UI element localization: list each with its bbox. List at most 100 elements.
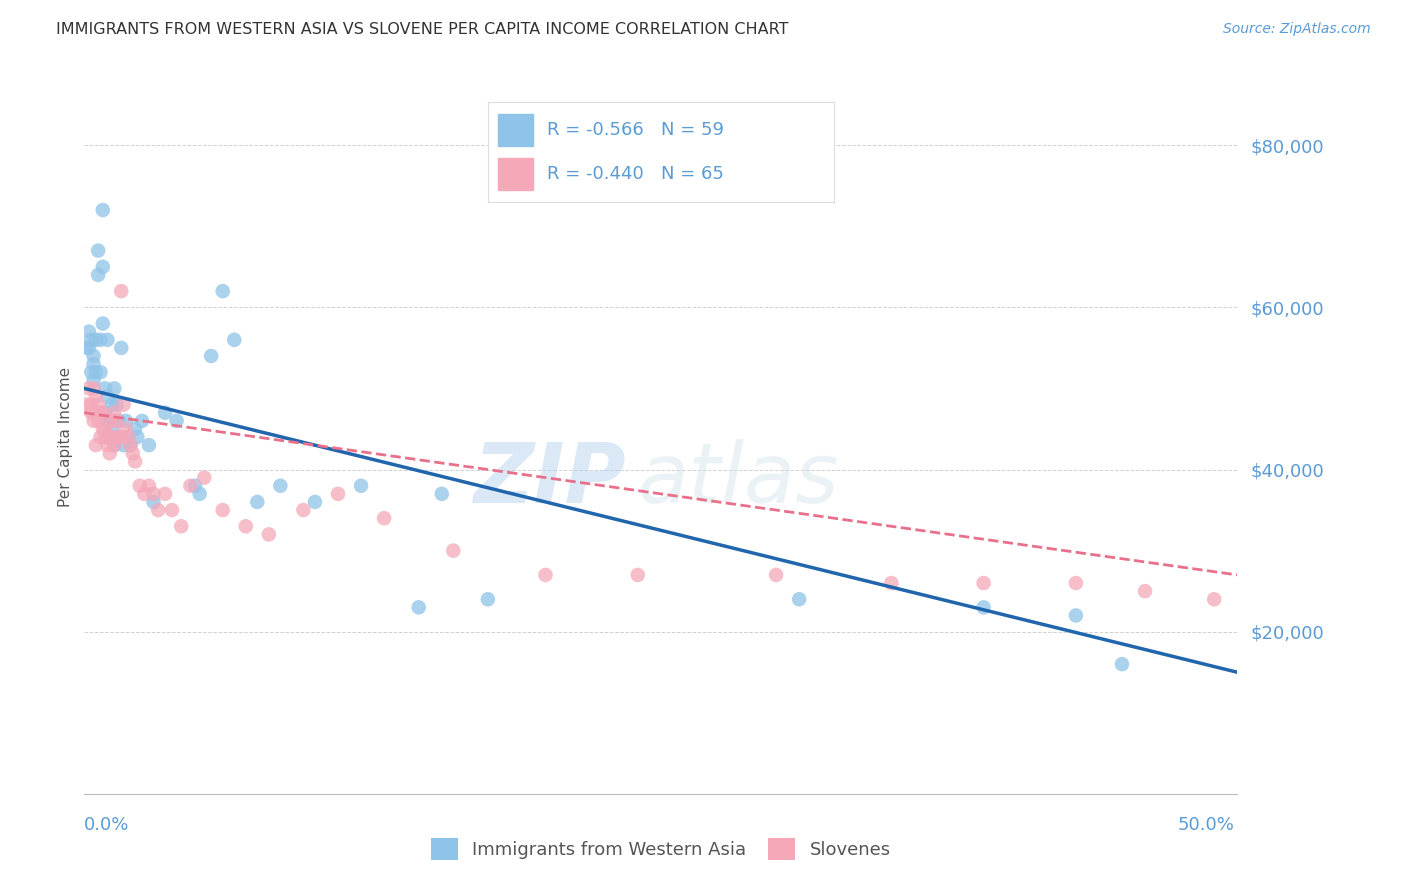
- Text: ZIP: ZIP: [474, 440, 626, 520]
- Point: [87, 268, 110, 282]
- Point: [179, 479, 201, 493]
- Point: [112, 398, 135, 412]
- Point: [103, 438, 125, 452]
- Point: [235, 519, 257, 533]
- Point: [96, 430, 118, 444]
- Point: [101, 398, 124, 412]
- Point: [89, 365, 111, 379]
- Point: [153, 487, 176, 501]
- Point: [77, 325, 100, 339]
- Point: [96, 438, 118, 452]
- Point: [477, 592, 499, 607]
- Point: [115, 414, 138, 428]
- Point: [101, 414, 124, 428]
- Point: [110, 430, 132, 444]
- Point: [224, 333, 246, 347]
- Point: [120, 438, 142, 452]
- Point: [94, 406, 117, 420]
- Point: [103, 438, 125, 452]
- Point: [170, 519, 193, 533]
- Point: [77, 381, 100, 395]
- Point: [1388, 608, 1406, 623]
- Point: [76, 398, 98, 412]
- Point: [1249, 600, 1271, 615]
- Point: [441, 543, 464, 558]
- Point: [292, 503, 315, 517]
- Point: [96, 414, 118, 428]
- Point: [120, 438, 142, 452]
- Point: [200, 349, 222, 363]
- Point: [117, 430, 139, 444]
- Point: [98, 430, 121, 444]
- Point: [91, 406, 114, 420]
- Point: [326, 487, 349, 501]
- Point: [124, 454, 146, 468]
- Point: [87, 398, 110, 412]
- Point: [128, 479, 150, 493]
- Point: [101, 430, 124, 444]
- Point: [91, 260, 114, 274]
- Point: [787, 592, 810, 607]
- Point: [246, 495, 269, 509]
- Point: [1204, 592, 1226, 607]
- Point: [142, 487, 165, 501]
- Point: [127, 430, 149, 444]
- Point: [89, 406, 111, 420]
- Point: [98, 414, 121, 428]
- Point: [627, 568, 650, 582]
- Point: [108, 414, 131, 428]
- Point: [1111, 657, 1133, 672]
- Point: [87, 414, 110, 428]
- Point: [87, 244, 110, 258]
- Point: [84, 365, 107, 379]
- Text: Source: ZipAtlas.com: Source: ZipAtlas.com: [1223, 22, 1371, 37]
- Point: [83, 381, 105, 395]
- Point: [1133, 584, 1156, 599]
- Point: [350, 479, 373, 493]
- Legend: Immigrants from Western Asia, Slovenes: Immigrants from Western Asia, Slovenes: [423, 830, 898, 867]
- Point: [146, 503, 169, 517]
- Point: [304, 495, 326, 509]
- Point: [105, 398, 128, 412]
- Point: [94, 422, 117, 436]
- Point: [89, 333, 111, 347]
- Point: [91, 317, 114, 331]
- Point: [112, 438, 135, 452]
- Point: [131, 414, 153, 428]
- Point: [103, 381, 125, 395]
- Point: [83, 349, 105, 363]
- Point: [76, 341, 98, 355]
- Point: [94, 430, 117, 444]
- Point: [166, 414, 188, 428]
- Point: [110, 284, 132, 298]
- Point: [83, 357, 105, 371]
- Point: [108, 430, 131, 444]
- Point: [257, 527, 280, 541]
- Point: [83, 414, 105, 428]
- Point: [77, 341, 100, 355]
- Y-axis label: Per Capita Income: Per Capita Income: [58, 367, 73, 508]
- Point: [94, 381, 117, 395]
- Point: [138, 479, 160, 493]
- Point: [96, 333, 118, 347]
- Point: [153, 406, 176, 420]
- Point: [84, 438, 107, 452]
- Point: [83, 373, 105, 387]
- Point: [973, 576, 995, 591]
- Point: [91, 422, 114, 436]
- Point: [1341, 608, 1364, 623]
- Point: [1064, 576, 1087, 591]
- Text: IMMIGRANTS FROM WESTERN ASIA VS SLOVENE PER CAPITA INCOME CORRELATION CHART: IMMIGRANTS FROM WESTERN ASIA VS SLOVENE …: [56, 22, 789, 37]
- Point: [269, 479, 291, 493]
- Point: [973, 600, 995, 615]
- Point: [188, 487, 211, 501]
- Point: [142, 495, 165, 509]
- Point: [211, 284, 233, 298]
- Point: [134, 487, 156, 501]
- Point: [101, 422, 124, 436]
- Point: [89, 430, 111, 444]
- Point: [373, 511, 395, 525]
- Point: [80, 398, 103, 412]
- Text: 50.0%: 50.0%: [1178, 816, 1234, 834]
- Text: 0.0%: 0.0%: [84, 816, 129, 834]
